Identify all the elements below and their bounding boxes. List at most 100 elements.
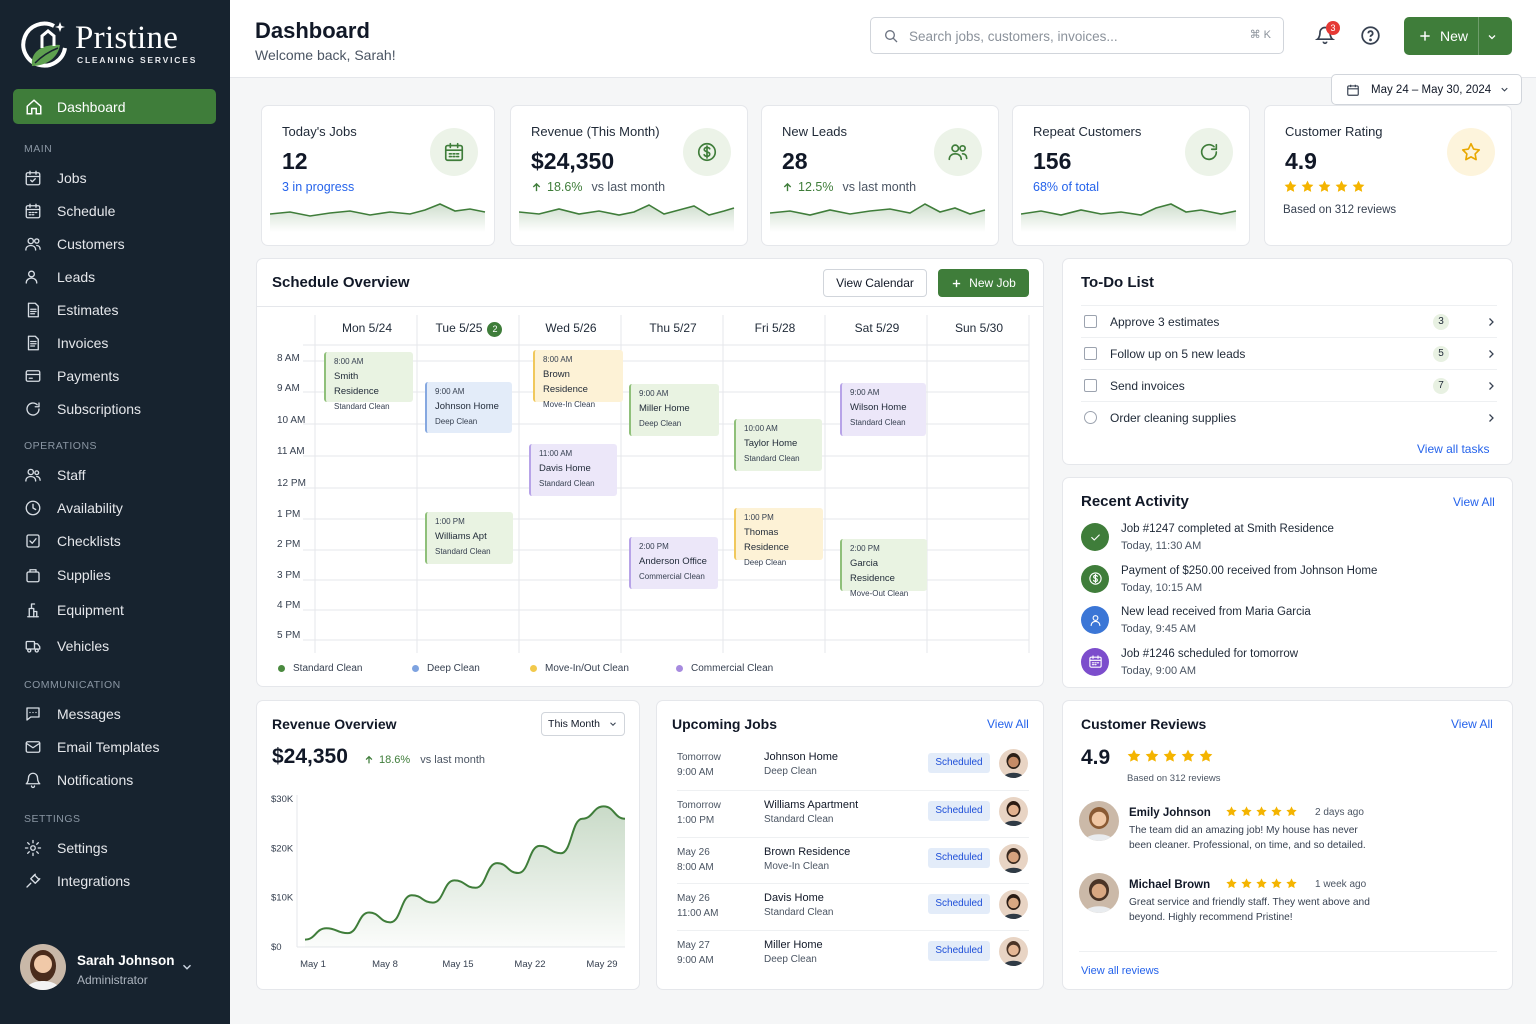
sidebar-item-equipment[interactable]: Equipment — [24, 598, 124, 622]
legend-item: Standard Clean — [278, 663, 363, 674]
sidebar-item-email-templates[interactable]: Email Templates — [24, 735, 159, 759]
new-job-button[interactable]: New Job — [938, 269, 1029, 297]
notifications-bell-icon[interactable] — [1315, 25, 1335, 45]
sidebar-item-schedule[interactable]: Schedule — [24, 199, 115, 223]
user-profile[interactable]: Sarah Johnson Administrator — [20, 944, 215, 992]
schedule-event[interactable]: 9:00 AM Johnson Home Deep Clean — [425, 382, 512, 433]
chevron-right-icon[interactable] — [1485, 380, 1497, 392]
users-icon — [948, 144, 968, 161]
sparkline — [270, 203, 486, 232]
job-type: Standard Clean — [764, 813, 834, 825]
sidebar-item-dashboard[interactable]: Dashboard — [13, 89, 216, 124]
todo-checkbox[interactable] — [1084, 411, 1097, 424]
chevron-right-icon[interactable] — [1485, 316, 1497, 328]
sidebar-item-leads[interactable]: Leads — [24, 265, 95, 289]
time-label: 12 PM — [277, 478, 306, 489]
sidebar-section-label: SETTINGS — [24, 813, 81, 825]
sidebar-item-jobs[interactable]: Jobs — [24, 166, 87, 190]
schedule-event[interactable]: 10:00 AM Taylor Home Standard Clean — [734, 419, 822, 471]
view-calendar-button[interactable]: View Calendar — [823, 269, 927, 297]
reviewer-name: Emily Johnson — [1129, 807, 1211, 819]
stat-value: 12 — [282, 148, 308, 174]
sidebar-item-integrations[interactable]: Integrations — [24, 869, 130, 893]
activity-item[interactable]: Job #1246 scheduled for tomorrow Today, 9… — [1081, 647, 1501, 688]
upcoming-job-row[interactable]: May 26 11:00 AM Davis Home Standard Clean Sc… — [677, 883, 1029, 929]
y-tick-label: $10K — [271, 893, 294, 904]
search-input[interactable] — [909, 26, 1229, 46]
sidebar-item-estimates[interactable]: Estimates — [24, 298, 118, 322]
todo-item[interactable]: Send invoices 7 — [1081, 369, 1497, 401]
sidebar-item-label: Staff — [57, 467, 86, 483]
event-time: 8:00 AM — [334, 357, 364, 366]
event-type: Standard Clean — [334, 402, 390, 411]
todo-item[interactable]: Follow up on 5 new leads 5 — [1081, 337, 1497, 369]
schedule-event[interactable]: 9:00 AM Wilson Home Standard Clean — [840, 383, 926, 436]
reviews-view-all-link[interactable]: View All — [1451, 717, 1493, 731]
todo-checkbox[interactable] — [1084, 347, 1097, 360]
check-icon — [1090, 533, 1100, 541]
upcoming-job-row[interactable]: Tomorrow 9:00 AM Johnson Home Deep Clean Sch… — [677, 743, 1029, 789]
sidebar-item-payments[interactable]: Payments — [24, 364, 119, 388]
help-icon[interactable] — [1360, 25, 1381, 46]
activity-item[interactable]: Job #1247 completed at Smith Residence To… — [1081, 523, 1501, 563]
event-name: Johnson Home — [435, 401, 499, 412]
upcoming-job-row[interactable]: May 26 8:00 AM Brown Residence Move-In Clea… — [677, 836, 1029, 883]
sidebar-item-supplies[interactable]: Supplies — [24, 563, 111, 587]
view-all-reviews-link[interactable]: View all reviews — [1081, 965, 1160, 977]
sidebar-item-vehicles[interactable]: Vehicles — [24, 634, 109, 658]
sidebar-item-label: Checklists — [57, 533, 121, 549]
stat-card-revenue-this-month[interactable]: Revenue (This Month) $24,350 18.6% vs last … — [510, 105, 748, 246]
dollar-icon — [697, 142, 717, 162]
upcoming-view-all-link[interactable]: View All — [987, 717, 1029, 731]
chevron-right-icon[interactable] — [1485, 412, 1497, 424]
stat-card-repeat-customers[interactable]: Repeat Customers 156 68% of total — [1012, 105, 1250, 246]
schedule-event[interactable]: 9:00 AM Miller Home Deep Clean — [629, 384, 719, 436]
schedule-event[interactable]: 8:00 AM Smith Residence Standard Clean — [324, 352, 413, 411]
activity-item[interactable]: New lead received from Maria Garcia Today… — [1081, 606, 1501, 646]
stat-card-new-leads[interactable]: New Leads 28 12.5% vs last month — [761, 105, 999, 246]
upcoming-job-row[interactable]: May 27 9:00 AM Miller Home Deep Clean Schedu… — [677, 930, 1029, 976]
stat-card-customer-rating[interactable]: Customer Rating 4.9 Based on 312 reviews — [1264, 105, 1512, 246]
view-all-tasks-link[interactable]: View all tasks — [1417, 442, 1490, 456]
activity-text: Job #1246 scheduled for tomorrow — [1121, 647, 1299, 660]
activity-item[interactable]: Payment of $250.00 received from Johnson… — [1081, 564, 1501, 605]
sidebar-item-settings[interactable]: Settings — [24, 836, 108, 860]
todo-item[interactable]: Approve 3 estimates 3 — [1081, 305, 1497, 337]
schedule-event[interactable]: 8:00 AM Brown Residence Move-In Clean — [533, 350, 623, 409]
schedule-event[interactable]: 2:00 PM Anderson Office Commercial Clean — [629, 537, 718, 589]
legend-dot — [530, 665, 537, 672]
period-select[interactable]: This Month — [541, 712, 625, 736]
sidebar-item-subscriptions[interactable]: Subscriptions — [24, 397, 141, 421]
chevron-right-icon[interactable] — [1485, 348, 1497, 360]
plus-icon — [952, 279, 961, 287]
new-button[interactable]: New — [1404, 17, 1512, 55]
todo-checkbox[interactable] — [1084, 379, 1097, 392]
period-select-label: This Month — [548, 718, 600, 730]
checklist-icon — [26, 534, 40, 548]
todo-checkbox[interactable] — [1084, 315, 1097, 328]
chevron-down-icon[interactable] — [1486, 31, 1498, 43]
schedule-event[interactable]: 1:00 PM Thomas Residence Deep Clean — [734, 508, 823, 567]
sidebar-item-messages[interactable]: Messages — [24, 702, 121, 726]
schedule-event[interactable]: 11:00 AM Davis Home Standard Clean — [529, 444, 617, 496]
chevron-down-icon[interactable] — [180, 960, 194, 974]
job-time: 1:00 PM — [677, 814, 715, 826]
activity-view-all-link[interactable]: View All — [1453, 495, 1495, 509]
refresh-icon — [1200, 143, 1218, 161]
sidebar-item-invoices[interactable]: Invoices — [24, 331, 108, 355]
date-range-picker[interactable]: May 24 – May 30, 2024 — [1331, 74, 1522, 105]
search-box[interactable]: ⌘ K — [870, 17, 1284, 54]
sidebar-item-customers[interactable]: Customers — [24, 232, 125, 256]
sidebar-item-checklists[interactable]: Checklists — [24, 529, 121, 553]
sidebar-item-staff[interactable]: Staff — [24, 463, 86, 487]
schedule-event[interactable]: 2:00 PM Garcia Residence Move-Out Clean — [840, 539, 927, 598]
schedule-event[interactable]: 1:00 PM Williams Apt Standard Clean — [425, 512, 513, 564]
upcoming-job-row[interactable]: Tomorrow 1:00 PM Williams Apartment Standar… — [677, 789, 1029, 836]
todo-item[interactable]: Order cleaning supplies — [1081, 401, 1497, 433]
brand-logo[interactable]: Pristine CLEANING SERVICES — [20, 18, 220, 74]
activity-text: Job #1247 completed at Smith Residence — [1121, 523, 1334, 535]
stat-card-today-s-jobs[interactable]: Today's Jobs 12 3 in progress — [261, 105, 495, 246]
sidebar-item-notifications[interactable]: Notifications — [24, 768, 133, 792]
sidebar-item-availability[interactable]: Availability — [24, 496, 123, 520]
star-icon — [1286, 806, 1297, 817]
